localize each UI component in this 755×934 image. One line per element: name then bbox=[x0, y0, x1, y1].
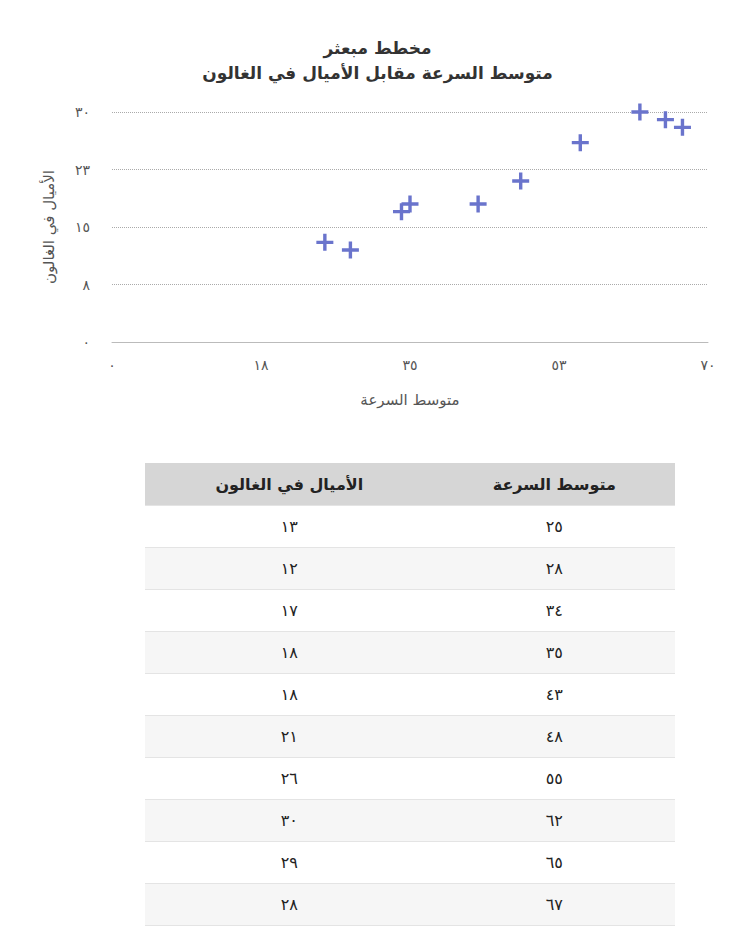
html-text:٥٥: ٥٥ bbox=[545, 769, 563, 788]
html-text:٣٥: ٣٥ bbox=[545, 643, 563, 662]
html-text:٢١: ٢١ bbox=[280, 727, 298, 746]
html-text:١٨: ١٨ bbox=[280, 685, 298, 704]
html-text:٣٤: ٣٤ bbox=[545, 601, 563, 620]
html-text:٢٥: ٢٥ bbox=[545, 517, 563, 536]
html-text:٢٦: ٢٦ bbox=[280, 769, 298, 788]
html-text:٦٥: ٦٥ bbox=[545, 853, 563, 872]
svg-text:٥٣: ٥٣ bbox=[551, 357, 567, 373]
svg-text:٢٣: ٢٣ bbox=[75, 162, 91, 178]
html-text:١٣: ١٣ bbox=[280, 517, 298, 536]
html-text:٦٢: ٦٢ bbox=[545, 811, 563, 830]
html-text:١٢: ١٢ bbox=[280, 559, 298, 578]
svg-text:٠: ٠ bbox=[82, 334, 90, 350]
svg-text:٣٠: ٣٠ bbox=[75, 104, 90, 120]
html-text:١٧: ١٧ bbox=[280, 601, 298, 620]
html-text:١٨: ١٨ bbox=[280, 643, 298, 662]
svg-text:متوسط السرعة مقابل الأميال في: متوسط السرعة مقابل الأميال في الغالون bbox=[202, 63, 553, 84]
html-text:٢٨: ٢٨ bbox=[545, 559, 563, 578]
html-text:٤٨: ٤٨ bbox=[545, 727, 563, 746]
svg-text:٧٠: ٧٠ bbox=[700, 357, 715, 373]
svg-text:١٥: ١٥ bbox=[75, 219, 90, 235]
html-text:٤٣: ٤٣ bbox=[545, 685, 563, 704]
svg-text:الأميال في الغالون: الأميال في الغالون bbox=[39, 170, 59, 284]
svg-text:٣٥: ٣٥ bbox=[402, 357, 417, 373]
svg-text:٠: ٠ bbox=[108, 357, 116, 373]
svg-text:متوسط السرعة: متوسط السرعة bbox=[360, 391, 459, 409]
html-text:الأميال في الغالون: الأميال في الغالون bbox=[215, 474, 364, 494]
svg-text:مخطط مبعثر: مخطط مبعثر bbox=[322, 38, 431, 59]
svg-text:١٨: ١٨ bbox=[253, 357, 269, 373]
html-text:متوسط السرعة: متوسط السرعة bbox=[492, 474, 616, 494]
html-text:٣٠: ٣٠ bbox=[280, 811, 298, 830]
html-text:٢٨: ٢٨ bbox=[280, 895, 298, 914]
svg-text:٨: ٨ bbox=[82, 277, 90, 293]
html-text:٢٩: ٢٩ bbox=[280, 853, 298, 872]
html-text:٦٧: ٦٧ bbox=[545, 895, 563, 914]
